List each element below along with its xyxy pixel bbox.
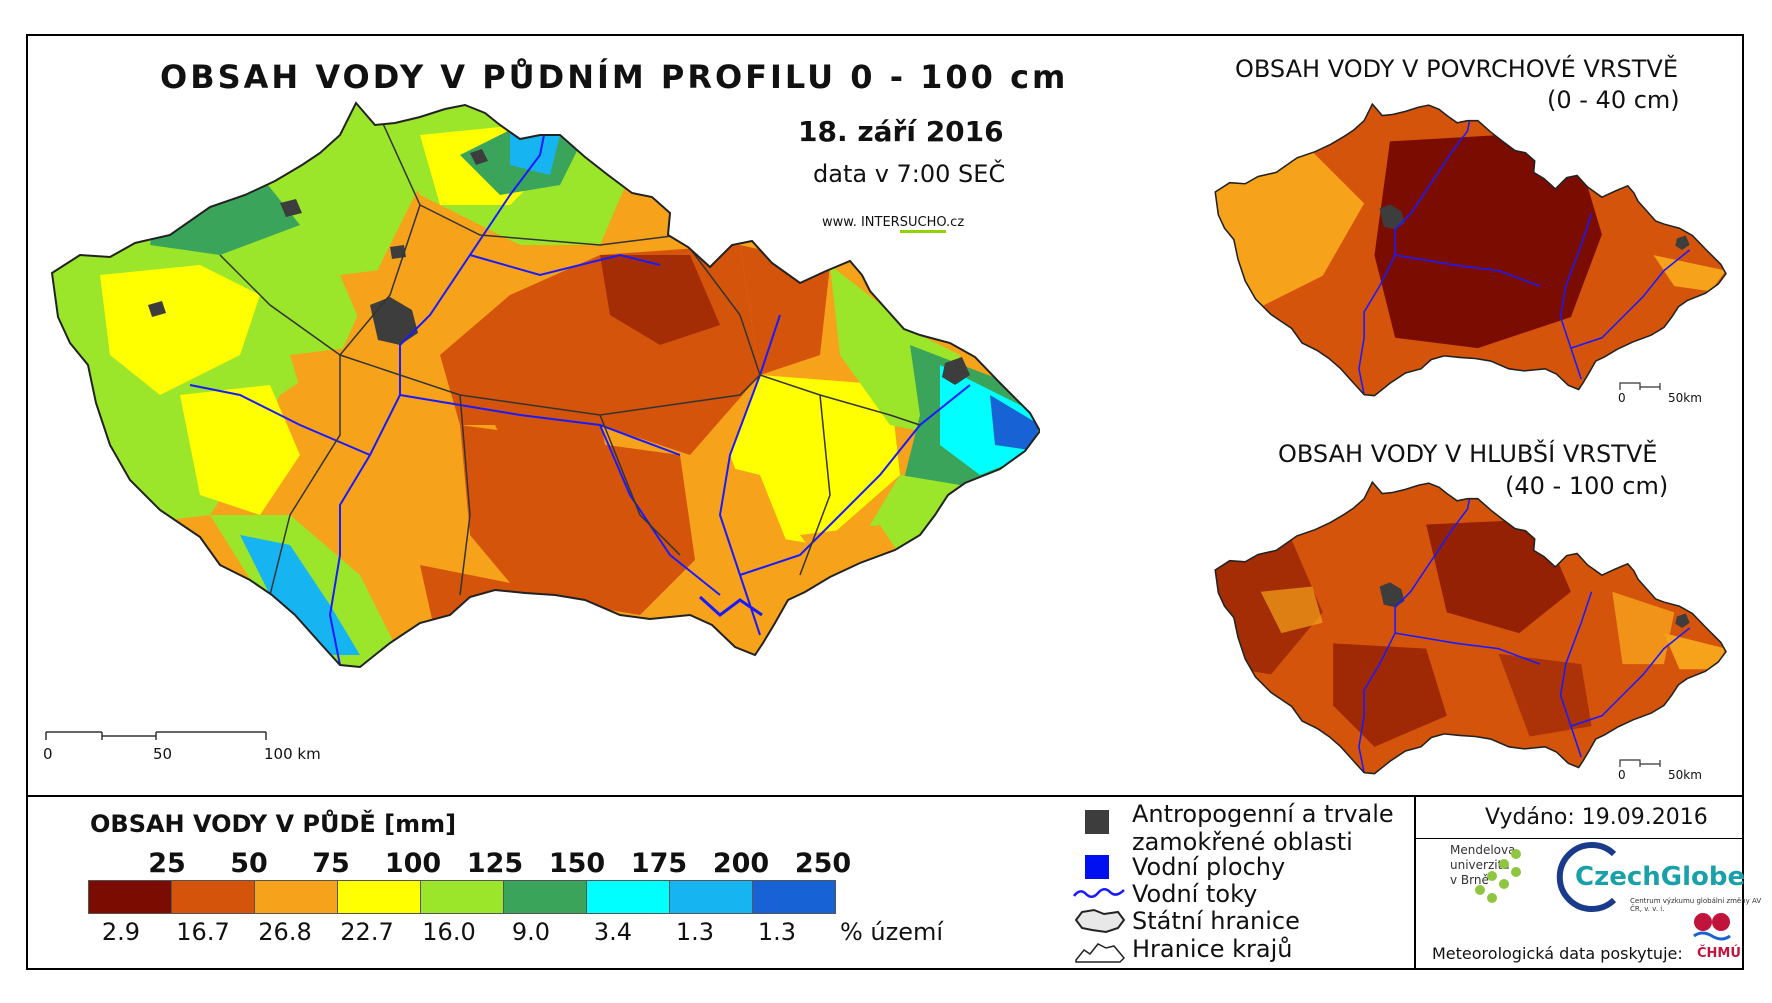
legend-swatch <box>753 881 835 913</box>
main-scale-label-50: 50 <box>153 745 173 763</box>
mendel-line: univerzita <box>1450 858 1510 872</box>
legend-percent: 16.7 <box>176 918 230 946</box>
map-time: data v 7:00 SEČ <box>813 160 1006 188</box>
legend-break: 50 <box>230 848 268 879</box>
chmu-logo-icon <box>1693 913 1731 941</box>
inset-bottom-scale-50: 50km <box>1668 768 1702 782</box>
mendel-line: Mendelova <box>1450 843 1516 857</box>
river-line-icon <box>1073 888 1125 898</box>
legend-percent: 2.9 <box>101 918 141 946</box>
mendel-logo-dots-icon <box>1475 849 1521 903</box>
inset-bottom-title: OBSAH VODY V HLUBŠÍ VRSTVĚ <box>1278 440 1658 468</box>
chmu-label: ČHMÚ <box>1697 946 1741 961</box>
inset-top-title: OBSAH VODY V POVRCHOVÉ VRSTVĚ <box>1235 55 1678 83</box>
issued-divider <box>1415 838 1744 839</box>
legend-percent: 3.4 <box>593 918 633 946</box>
url-highlight: SUCHO <box>899 215 947 233</box>
legend-percent: 26.8 <box>258 918 312 946</box>
legend-break: 100 <box>384 848 442 879</box>
legend-swatch <box>255 881 338 913</box>
water-swatch <box>1085 855 1109 879</box>
map-date: 18. září 2016 <box>798 115 1004 148</box>
website-url[interactable]: www. INTERSUCHO.cz <box>822 215 965 233</box>
state-border-icon <box>1074 908 1126 934</box>
issued-date: Vydáno: 19.09.2016 <box>1485 805 1708 830</box>
inset-top-map <box>1214 102 1727 397</box>
url-prefix: www. INTER <box>822 215 900 230</box>
inset-top-scale-bar <box>1619 382 1661 390</box>
legend-title: OBSAH VODY V PŮDĚ [mm] <box>90 810 457 838</box>
main-scale-label-0: 0 <box>43 745 53 763</box>
legend-percent: 9.0 <box>511 918 551 946</box>
legend-break: 25 <box>148 848 186 879</box>
main-map <box>50 101 1040 669</box>
legend-swatch <box>504 881 587 913</box>
main-scale-label-100: 100 km <box>264 745 321 763</box>
inset-bottom-depth: (40 - 100 cm) <box>1505 472 1669 500</box>
url-suffix: .cz <box>946 215 965 230</box>
rivers-label: Vodní toky <box>1132 880 1258 908</box>
anthropogenic-swatch <box>1085 810 1109 834</box>
main-map-title: OBSAH VODY V PŮDNÍM PROFILU 0 - 100 cm <box>160 58 1069 96</box>
legend-swatch <box>587 881 670 913</box>
inset-bottom-scale-bar <box>1619 759 1661 767</box>
state-border-label: Státní hranice <box>1132 907 1300 935</box>
region-border-label: Hranice krajů <box>1132 935 1293 963</box>
legend-percent: 22.7 <box>340 918 394 946</box>
anthropogenic-label-1: Antropogenní a trvale <box>1132 800 1394 828</box>
czechglobe-logo-text: CzechGlobe <box>1575 862 1746 892</box>
inset-top-depth: (0 - 40 cm) <box>1547 86 1680 114</box>
legend-swatch <box>338 881 421 913</box>
legend-color-bar <box>88 880 836 914</box>
anthropogenic-label-2: zamokřené oblasti <box>1132 828 1353 856</box>
legend-break: 75 <box>312 848 350 879</box>
inset-bottom-map <box>1214 480 1727 775</box>
legend-swatch <box>421 881 504 913</box>
main-scale-bar <box>45 731 267 740</box>
mendel-line: v Brně <box>1450 873 1489 887</box>
czechglobe-logo-icon <box>1556 842 1617 912</box>
region-border-icon <box>1075 943 1126 963</box>
legend-break: 150 <box>548 848 606 879</box>
legend-swatch <box>670 881 753 913</box>
legend-break: 200 <box>712 848 770 879</box>
legend-swatch <box>172 881 255 913</box>
legend-swatch <box>89 881 172 913</box>
inset-top-scale-50: 50km <box>1668 391 1702 405</box>
credits-divider <box>1414 796 1416 970</box>
legend-break: 250 <box>794 848 852 879</box>
meteo-data-provider: Meteorologická data poskytuje: <box>1432 944 1683 963</box>
legend-divider <box>26 795 1744 797</box>
water-bodies-label: Vodní plochy <box>1132 853 1286 881</box>
mendel-university-logo-text: Mendelova univerzita v Brně <box>1450 843 1515 888</box>
legend-percent: 1.3 <box>757 918 797 946</box>
czechglobe-subtitle: Centrum výzkumu globální změny AV ČR, v.… <box>1630 897 1762 913</box>
legend-percent: 16.0 <box>422 918 476 946</box>
legend-percent-unit: % území <box>840 918 944 946</box>
legend-percent: 1.3 <box>675 918 715 946</box>
legend-break: 125 <box>466 848 524 879</box>
legend-break: 175 <box>630 848 688 879</box>
inset-bottom-scale-0: 0 <box>1618 768 1626 782</box>
inset-top-scale-0: 0 <box>1618 391 1626 405</box>
